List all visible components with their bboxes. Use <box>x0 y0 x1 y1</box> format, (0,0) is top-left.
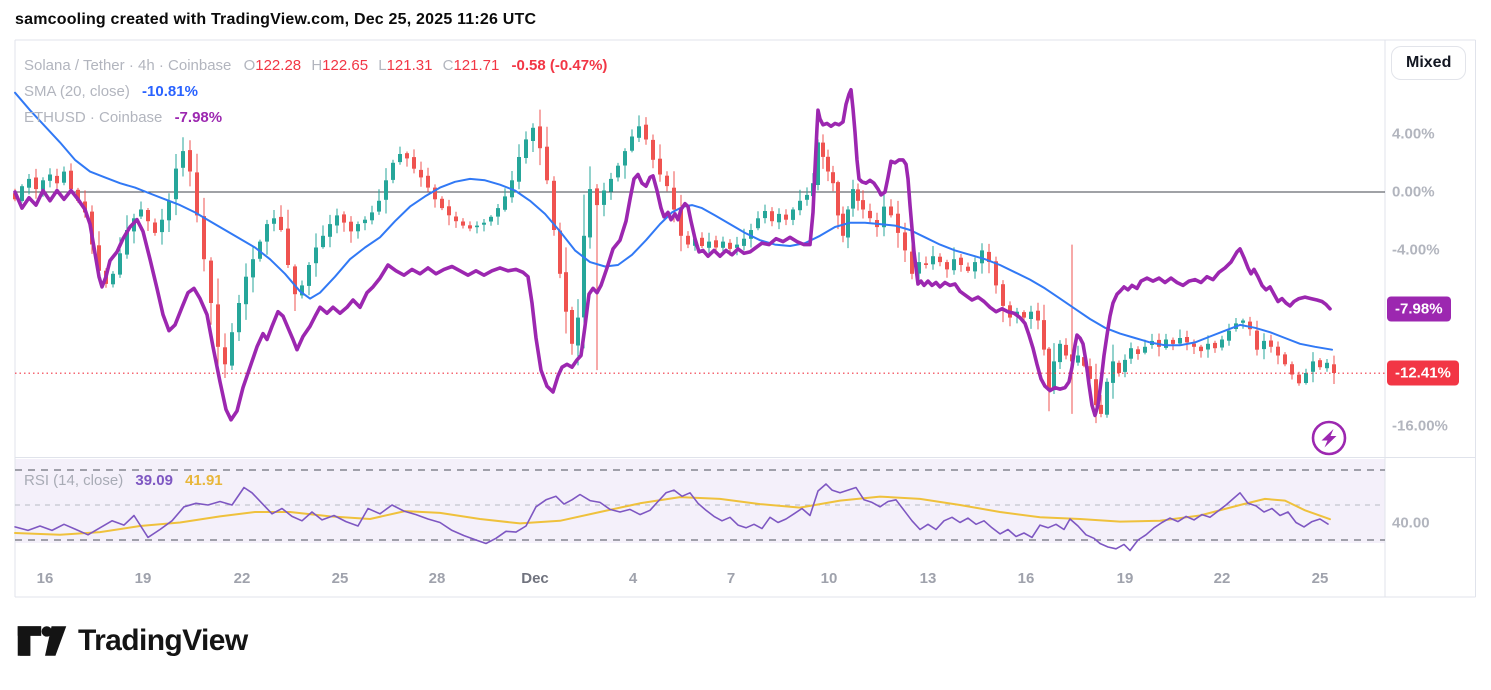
sma-line <box>14 91 1333 351</box>
time-label: 28 <box>428 570 446 587</box>
low-value: 121.31 <box>386 57 433 74</box>
time-label: 10 <box>820 570 838 587</box>
low-label: L <box>378 57 387 74</box>
close-label: C <box>442 57 454 74</box>
price-tick: -4.00% <box>1392 241 1440 259</box>
tradingview-logo-text: TradingView <box>78 624 248 657</box>
time-label: 25 <box>1311 570 1329 587</box>
tradingview-logo-icon <box>17 626 67 656</box>
time-label: 19 <box>1116 570 1134 587</box>
compare-value: -7.98% <box>174 109 223 126</box>
open-label: O <box>243 57 256 74</box>
time-label: 16 <box>1017 570 1035 587</box>
lightning-icon <box>1321 429 1337 448</box>
flash-button[interactable] <box>1311 420 1347 456</box>
close-value: 121.71 <box>453 57 500 74</box>
eth-compare-line <box>13 88 1332 422</box>
symbol-name: Solana / Tether <box>24 57 125 74</box>
compare-label: ETHUSD · Coinbase <box>24 109 163 126</box>
tradingview-logo[interactable]: TradingView <box>16 621 248 661</box>
time-label: 25 <box>331 570 349 587</box>
interval: 4h <box>137 57 155 74</box>
price-badge: -7.98% <box>1387 296 1451 321</box>
time-label: 7 <box>726 570 736 587</box>
time-label: 22 <box>1213 570 1231 587</box>
sma-label: SMA (20, close) <box>24 83 130 100</box>
open-value: 122.28 <box>255 57 302 74</box>
price-badge: -12.41% <box>1387 360 1459 386</box>
legend-row-symbol[interactable]: Solana / Tether · 4h · Coinbase O122.28 … <box>24 57 608 74</box>
sma-value: -10.81% <box>142 83 198 100</box>
price-tick: 4.00% <box>1392 125 1435 143</box>
time-label: 19 <box>134 570 152 587</box>
rsi-value: 39.09 <box>135 472 173 489</box>
price-tick: -16.00% <box>1392 417 1448 435</box>
time-label: 16 <box>36 570 54 587</box>
page-title: samcooling created with TradingView.com,… <box>15 11 537 28</box>
legend-row-compare[interactable]: ETHUSD · Coinbase -7.98% <box>24 105 607 131</box>
time-label: 13 <box>919 570 937 587</box>
high-label: H <box>311 57 323 74</box>
time-label: 22 <box>233 570 251 587</box>
exchange: Coinbase <box>168 57 232 74</box>
legend-row-sma[interactable]: SMA (20, close) -10.81% <box>24 79 607 105</box>
time-label: 4 <box>628 570 638 587</box>
candlestick-series[interactable] <box>13 109 1336 424</box>
rsi-line <box>14 483 1329 552</box>
rsi-pane[interactable] <box>15 459 1385 543</box>
rsi-ma-value: 41.91 <box>185 472 223 489</box>
price-tick: 0.00% <box>1392 183 1435 201</box>
rsi-tick: 40.00 <box>1392 514 1430 531</box>
high-value: 122.65 <box>322 57 369 74</box>
rsi-label: RSI (14, close) <box>24 472 124 489</box>
mixed-scale-button[interactable]: Mixed <box>1391 46 1467 80</box>
rsi-legend[interactable]: RSI (14, close) 39.09 41.91 <box>24 472 223 489</box>
change-value: -0.58 (-0.47%) <box>511 57 608 74</box>
legend: Solana / Tether · 4h · Coinbase O122.28 … <box>24 53 607 131</box>
time-label: Dec <box>521 570 549 587</box>
